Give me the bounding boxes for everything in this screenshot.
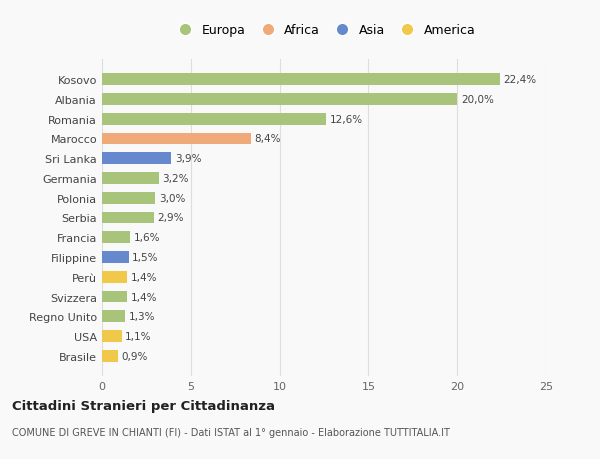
Text: 3,9%: 3,9% xyxy=(175,154,202,164)
Text: 22,4%: 22,4% xyxy=(503,75,536,85)
Text: 2,9%: 2,9% xyxy=(157,213,184,223)
Bar xyxy=(102,330,122,342)
Bar xyxy=(102,350,118,362)
Bar xyxy=(102,192,155,204)
Text: Cittadini Stranieri per Cittadinanza: Cittadini Stranieri per Cittadinanza xyxy=(12,399,275,412)
Text: 1,4%: 1,4% xyxy=(130,272,157,282)
Text: 3,2%: 3,2% xyxy=(163,174,189,184)
Bar xyxy=(102,113,326,125)
Text: 1,6%: 1,6% xyxy=(134,233,160,243)
Text: 12,6%: 12,6% xyxy=(329,114,362,124)
Bar xyxy=(102,153,171,165)
Bar xyxy=(102,133,251,145)
Bar xyxy=(102,252,128,263)
Bar xyxy=(102,291,127,303)
Bar xyxy=(102,173,159,185)
Bar xyxy=(102,311,125,323)
Text: 20,0%: 20,0% xyxy=(461,95,494,105)
Bar xyxy=(102,232,130,244)
Bar xyxy=(102,212,154,224)
Text: 1,5%: 1,5% xyxy=(132,252,158,263)
Legend: Europa, Africa, Asia, America: Europa, Africa, Asia, America xyxy=(170,22,478,39)
Text: 0,9%: 0,9% xyxy=(122,351,148,361)
Bar xyxy=(102,74,500,86)
Text: 1,1%: 1,1% xyxy=(125,331,152,341)
Text: COMUNE DI GREVE IN CHIANTI (FI) - Dati ISTAT al 1° gennaio - Elaborazione TUTTIT: COMUNE DI GREVE IN CHIANTI (FI) - Dati I… xyxy=(12,427,450,437)
Bar xyxy=(102,94,457,106)
Text: 1,4%: 1,4% xyxy=(130,292,157,302)
Text: 8,4%: 8,4% xyxy=(255,134,281,144)
Bar xyxy=(102,271,127,283)
Text: 3,0%: 3,0% xyxy=(159,193,185,203)
Text: 1,3%: 1,3% xyxy=(128,312,155,322)
